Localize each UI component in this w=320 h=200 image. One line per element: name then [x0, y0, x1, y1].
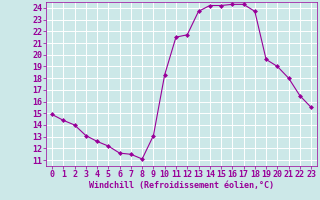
- X-axis label: Windchill (Refroidissement éolien,°C): Windchill (Refroidissement éolien,°C): [89, 181, 274, 190]
